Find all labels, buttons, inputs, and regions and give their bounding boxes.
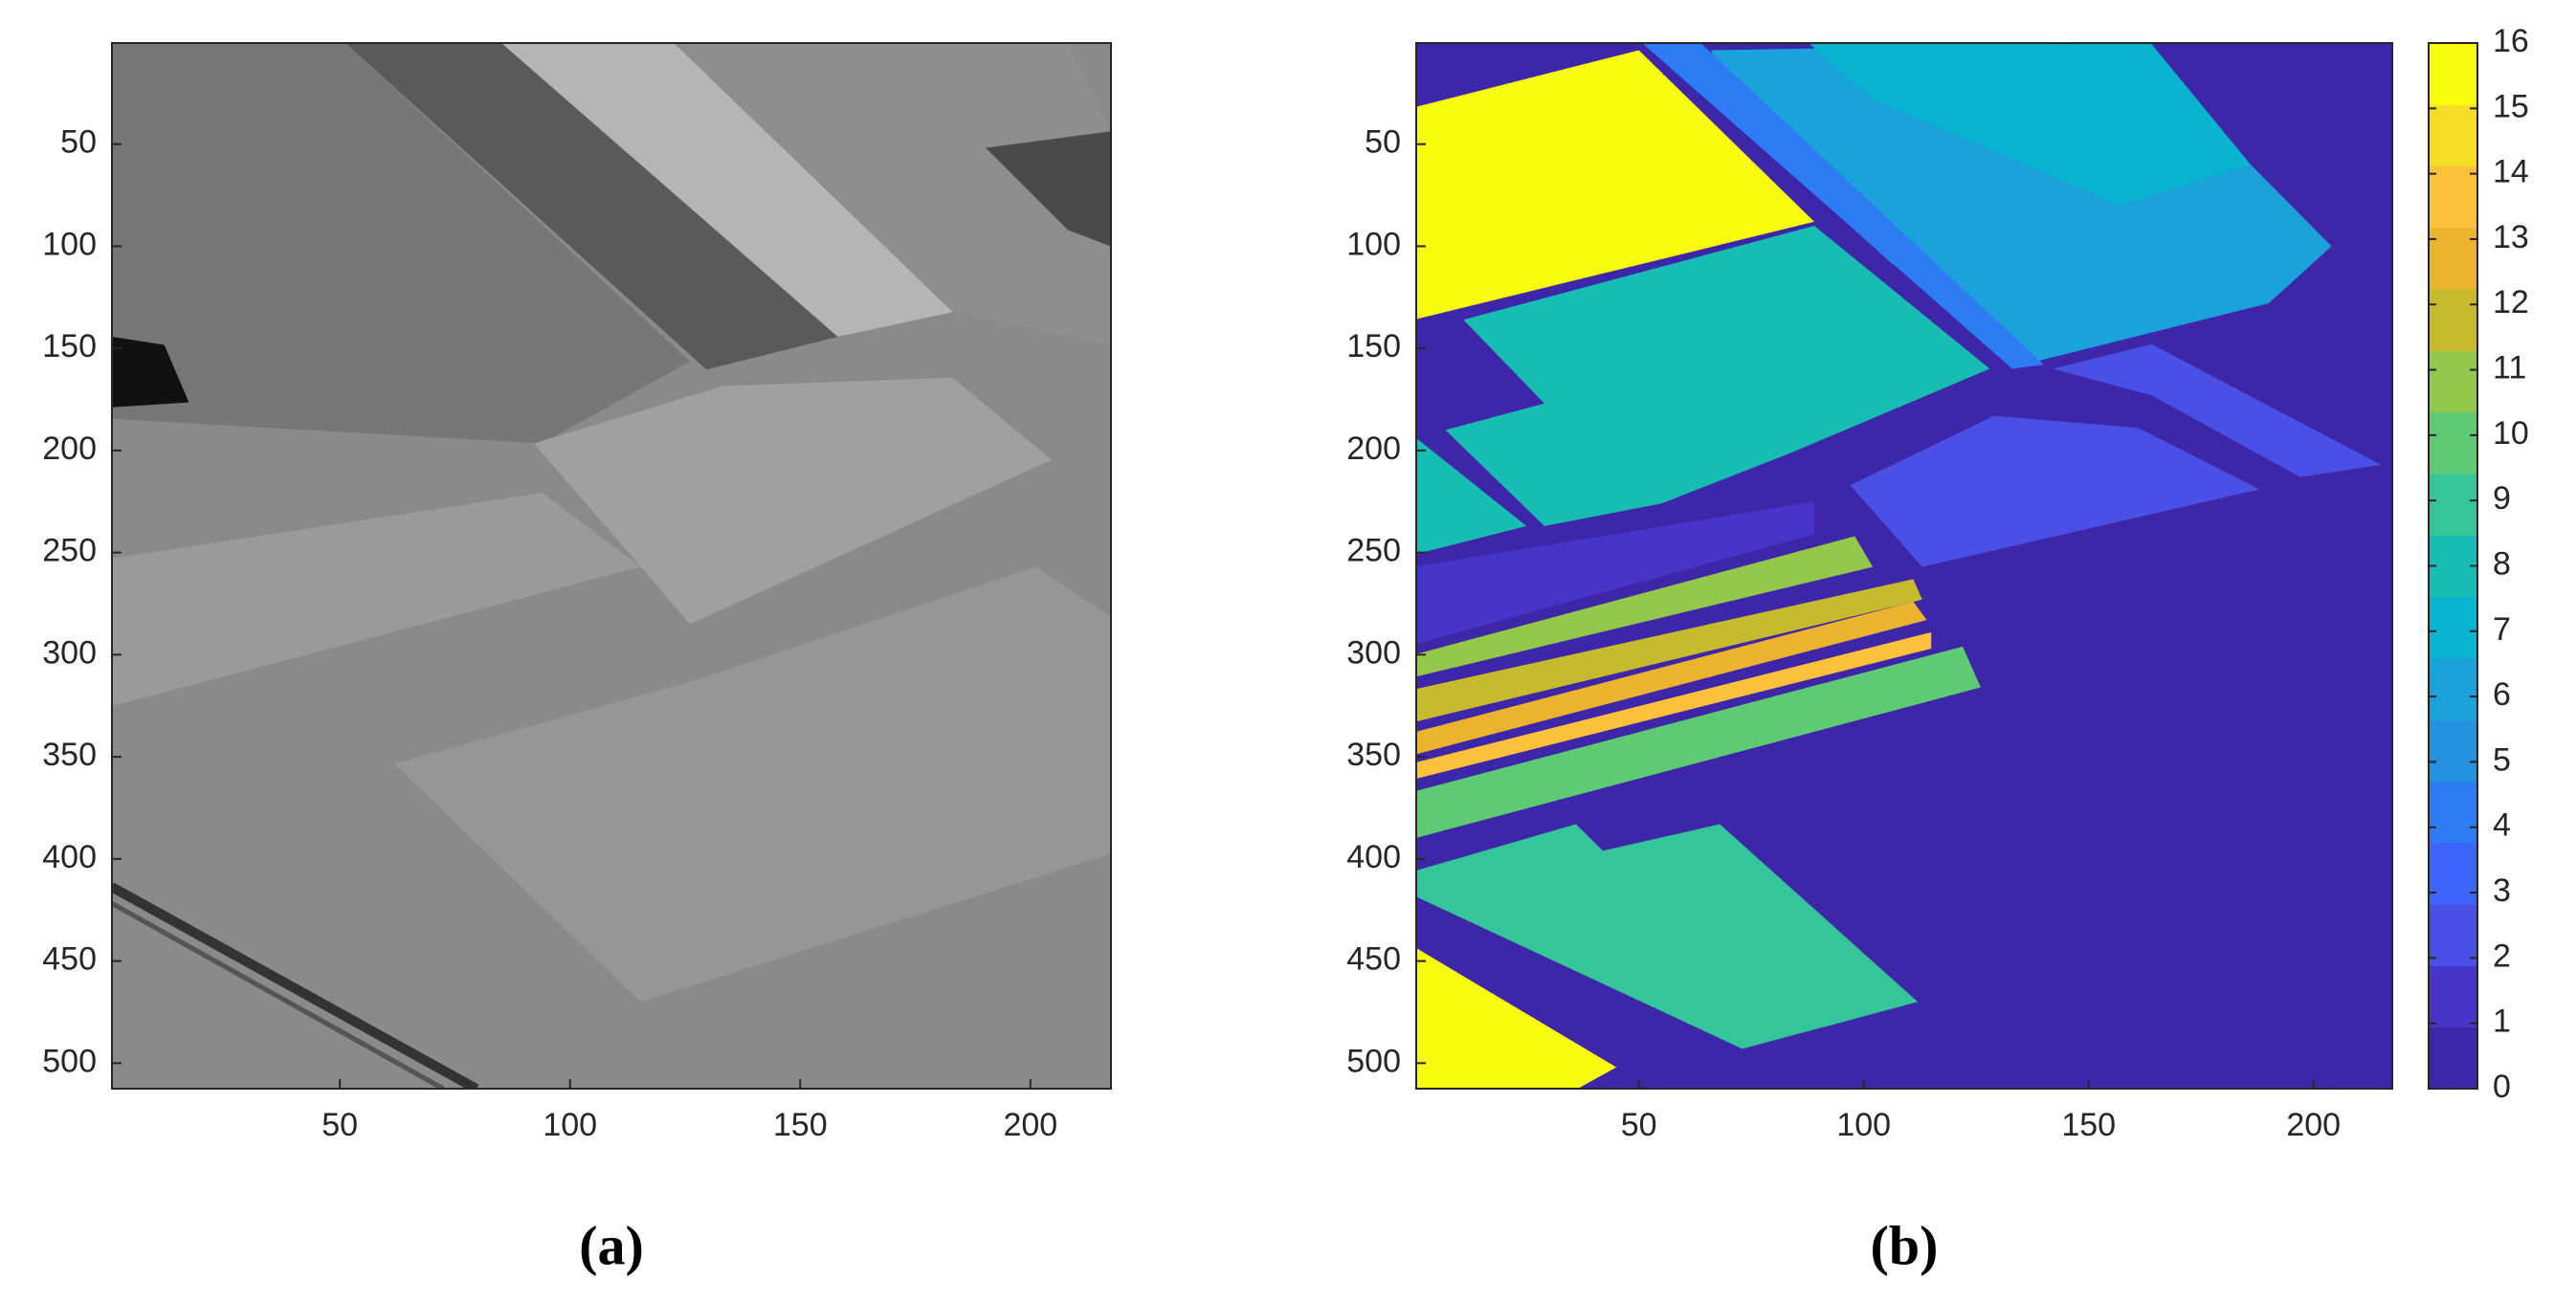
y-tick-label: 250: [1346, 533, 1401, 569]
class-region: [1416, 579, 1922, 722]
x-tick-label: 150: [773, 1107, 828, 1143]
y-tick-label: 300: [42, 634, 97, 671]
field: [501, 43, 953, 337]
colorbar-tick-label: 13: [2493, 219, 2529, 255]
road: [112, 882, 479, 1089]
y-tick-label: 300: [1346, 634, 1401, 671]
class-region: [1445, 226, 1990, 526]
x-tick-label: 100: [543, 1107, 597, 1143]
colorbar-tick-label: 4: [2493, 807, 2511, 844]
caption: (a): [579, 1214, 644, 1276]
x-tick-label: 200: [1003, 1107, 1057, 1143]
x-tick-label: 150: [2061, 1107, 2116, 1143]
y-tick-label: 50: [1365, 124, 1401, 161]
colorbar-tick-label: 15: [2493, 88, 2529, 124]
colorbar-band: [2429, 657, 2477, 720]
colorbar-band: [2429, 1026, 2477, 1090]
colorbar-tick-label: 6: [2493, 676, 2511, 713]
y-tick-label: 450: [42, 941, 97, 978]
x-tick-label: 100: [1836, 1107, 1891, 1143]
colorbar-band: [2429, 474, 2477, 536]
y-tick-label: 100: [42, 226, 97, 262]
class-region: [1810, 44, 2251, 206]
y-tick-label: 500: [42, 1043, 97, 1079]
y-tick-label: 350: [1346, 737, 1401, 773]
road: [112, 900, 445, 1089]
colorbar-band: [2429, 842, 2477, 905]
colorbar-tick-label: 8: [2493, 545, 2511, 582]
colorbar-tick-label: 14: [2493, 154, 2529, 190]
field: [986, 131, 1111, 247]
colorbar-tick-label: 11: [2493, 350, 2526, 386]
axes-frame: [1415, 42, 2393, 1090]
colorbar-tick-label: 1: [2493, 1004, 2511, 1040]
colorbar-tick-label: 3: [2493, 872, 2511, 909]
colorbar-tick-label: 7: [2493, 611, 2511, 648]
x-tick-label: 200: [2286, 1107, 2341, 1143]
y-tick-label: 250: [42, 533, 97, 569]
class-region: [2053, 343, 2382, 477]
class-region: [1416, 824, 1919, 1049]
label-map: [1416, 43, 2392, 1089]
colorbar-tick-label: 0: [2493, 1069, 2511, 1105]
colorbar-band: [2429, 227, 2477, 290]
class-region: [1416, 50, 1814, 320]
colorbar-band: [2429, 43, 2477, 105]
field: [112, 43, 691, 444]
field: [533, 377, 1052, 625]
field: [112, 493, 641, 707]
y-tick-label: 150: [42, 328, 97, 364]
colorbar-tick-label: 5: [2493, 741, 2511, 778]
class-region: [1643, 44, 2044, 369]
y-tick-label: 500: [1346, 1043, 1401, 1079]
class-region: [1416, 536, 1874, 677]
field: [112, 336, 189, 408]
colorbar-band: [2429, 166, 2477, 229]
y-tick-label: 150: [1346, 328, 1401, 364]
colorbar-tick-label: 12: [2493, 284, 2529, 320]
colorbar-band: [2429, 350, 2477, 413]
colorbar-tick-label: 16: [2493, 23, 2529, 59]
colorbar-tick-label: 2: [2493, 938, 2511, 974]
y-tick-label: 400: [42, 839, 97, 875]
caption: (b): [1871, 1214, 1939, 1276]
colorbar-band: [2429, 535, 2477, 598]
colorbar-band: [2429, 596, 2477, 659]
y-tick-label: 400: [1346, 839, 1401, 875]
colorbar-band: [2429, 289, 2477, 351]
colorbar-band: [2429, 411, 2477, 474]
x-tick-label: 50: [322, 1107, 358, 1143]
colorbar-band: [2429, 104, 2477, 167]
y-tick-label: 350: [42, 737, 97, 773]
colorbar-tick-label: 10: [2493, 415, 2529, 452]
class-region: [1416, 948, 1617, 1089]
y-tick-label: 450: [1346, 941, 1401, 978]
y-tick-label: 200: [42, 430, 97, 467]
field: [344, 43, 838, 370]
class-region: [1416, 601, 1927, 755]
class-region: [1416, 646, 1981, 838]
axes-frame: [111, 42, 1112, 1090]
grayscale-image: [112, 43, 1111, 1089]
y-tick-label: 100: [1346, 226, 1401, 262]
field: [394, 566, 1111, 1003]
colorbar-band: [2429, 904, 2477, 966]
class-region: [1416, 501, 1814, 645]
colorbar-band: [2429, 965, 2477, 1028]
colorbar-band: [2429, 781, 2477, 844]
colorbar-tick-label: 9: [2493, 480, 2511, 517]
colorbar-band: [2429, 719, 2477, 783]
class-region: [1416, 631, 1932, 779]
y-tick-label: 200: [1346, 430, 1401, 467]
x-tick-label: 50: [1621, 1107, 1657, 1143]
y-tick-label: 50: [60, 124, 97, 161]
class-region: [1416, 437, 1527, 555]
class-region: [1850, 415, 2260, 567]
field: [674, 43, 1111, 345]
